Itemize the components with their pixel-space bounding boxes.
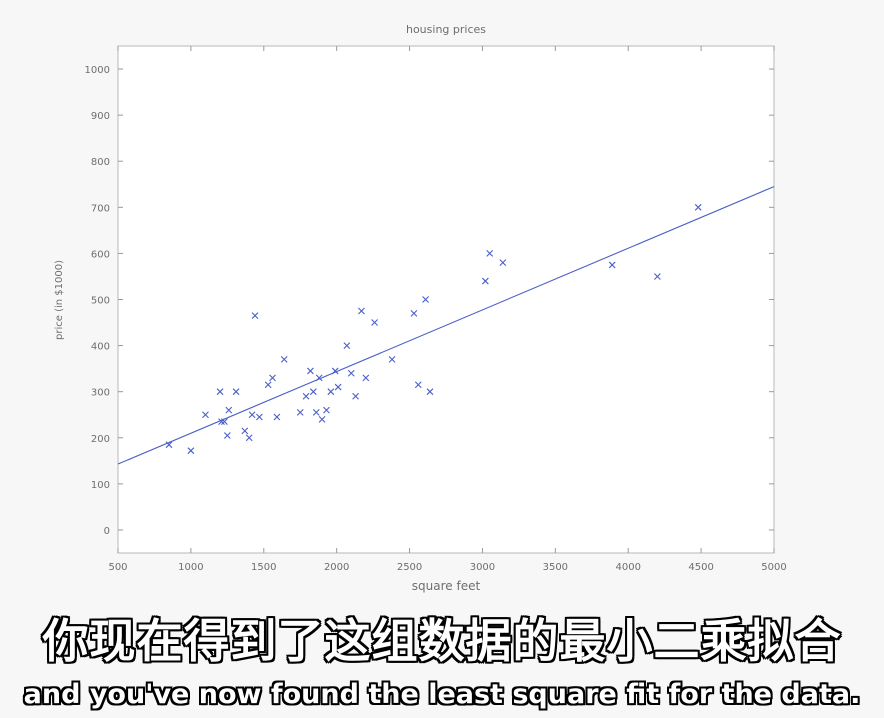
y-tick-label: 300 — [91, 388, 110, 399]
data-point — [347, 369, 355, 377]
data-point — [343, 342, 351, 349]
data-point — [315, 374, 323, 382]
data-point — [694, 203, 702, 211]
x-tick-label: 4000 — [615, 562, 640, 573]
data-point — [225, 406, 233, 414]
data-point — [318, 415, 326, 423]
data-point — [245, 434, 253, 442]
data-point — [358, 307, 365, 315]
y-tick-label: 900 — [91, 111, 110, 122]
data-point — [187, 447, 195, 455]
y-tick-label: 1000 — [85, 65, 110, 76]
y-tick-label: 200 — [91, 434, 110, 445]
data-point — [241, 427, 249, 435]
data-point — [486, 250, 494, 257]
data-point — [221, 418, 228, 426]
x-tick-label: 2000 — [324, 562, 349, 573]
data-point — [312, 409, 320, 416]
data-point — [218, 418, 225, 426]
data-point — [331, 367, 339, 375]
data-point — [371, 319, 378, 326]
data-point — [280, 356, 288, 363]
y-tick-label: 400 — [91, 342, 110, 353]
y-tick-label: 800 — [91, 157, 110, 168]
least-squares-fit-line — [117, 186, 775, 465]
y-tick-label: 0 — [104, 526, 110, 537]
data-point — [296, 409, 304, 416]
data-marks — [117, 186, 775, 465]
data-point — [248, 411, 256, 419]
x-tick-label: 500 — [108, 562, 127, 573]
x-tick-label: 1000 — [178, 562, 203, 573]
data-point — [232, 388, 240, 396]
axis-ticks: 500 1000 1500 2000 2500 3000 3500 4000 4500 5000 0… — [85, 46, 787, 573]
chart-title: housing prices — [406, 23, 486, 36]
x-tick-label: 4500 — [688, 562, 713, 573]
y-tick-label: 100 — [91, 480, 110, 491]
data-point — [165, 441, 173, 449]
data-point — [273, 413, 281, 421]
subtitle-chinese: 你现在得到了这组数据的最小二乘拟合 — [42, 614, 842, 668]
data-point — [388, 356, 396, 363]
x-tick-label: 5000 — [761, 562, 786, 573]
data-point — [307, 367, 314, 375]
data-point — [426, 388, 434, 396]
data-point — [608, 261, 616, 269]
data-point — [410, 309, 418, 317]
data-point — [223, 432, 231, 439]
subtitle-english: and you've now found the least square fi… — [23, 679, 861, 710]
data-point — [216, 388, 224, 396]
plot-area — [117, 45, 775, 554]
y-tick-label: 600 — [91, 249, 110, 260]
data-point — [202, 411, 209, 419]
data-point — [269, 374, 276, 382]
data-point — [422, 296, 429, 303]
data-point — [362, 374, 370, 382]
data-point — [251, 312, 259, 320]
x-axis-label: square feet — [412, 579, 481, 593]
data-point — [481, 277, 489, 285]
data-point — [499, 259, 507, 267]
housing-prices-chart: housing prices square feet price (in $10… — [54, 23, 787, 593]
data-point — [302, 392, 310, 400]
data-point — [334, 383, 342, 391]
data-point — [264, 381, 272, 389]
x-tick-label: 3000 — [470, 562, 495, 573]
data-point — [653, 273, 661, 280]
x-tick-label: 2500 — [397, 562, 422, 573]
data-point — [327, 388, 335, 396]
x-tick-label: 1500 — [251, 562, 276, 573]
data-point — [414, 381, 422, 389]
y-axis-label: price (in $1000) — [54, 260, 65, 340]
data-point — [309, 388, 317, 396]
data-point — [352, 392, 360, 400]
x-tick-label: 3500 — [543, 562, 568, 573]
y-tick-label: 700 — [91, 203, 110, 214]
data-point — [256, 413, 263, 421]
y-tick-label: 500 — [91, 296, 110, 307]
data-point — [323, 406, 330, 414]
